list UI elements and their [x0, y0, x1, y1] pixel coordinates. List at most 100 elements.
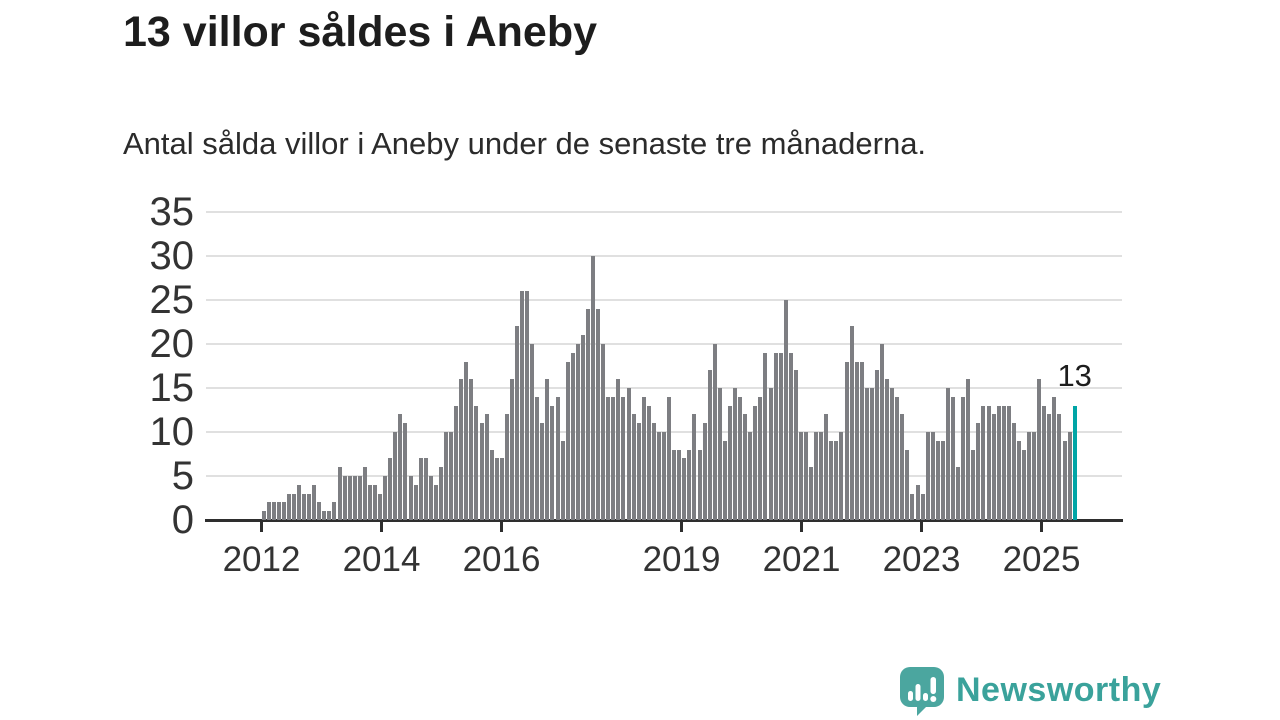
bar	[383, 476, 388, 520]
bar	[479, 423, 484, 520]
newsworthy-logo: Newsworthy	[897, 664, 1161, 716]
bar	[626, 388, 631, 520]
grid-line	[206, 211, 1122, 213]
bar	[981, 405, 986, 520]
bar	[535, 396, 540, 520]
x-tick-label: 2014	[342, 540, 421, 579]
bar	[1006, 405, 1011, 520]
bar	[991, 414, 996, 520]
bar	[601, 344, 606, 520]
bar	[915, 484, 920, 520]
x-tick-label: 2016	[462, 540, 541, 579]
bar	[783, 300, 788, 520]
bar	[631, 414, 636, 520]
bar	[743, 414, 748, 520]
bar	[803, 432, 808, 520]
bar	[525, 291, 530, 520]
x-axis-tick	[260, 522, 263, 532]
bar	[296, 484, 301, 520]
bar	[418, 458, 423, 520]
bar	[733, 388, 737, 520]
x-axis-tick	[920, 522, 923, 532]
bar	[768, 388, 773, 520]
bar	[327, 511, 332, 520]
bar	[641, 396, 646, 520]
x-tick-label: 2025	[1002, 540, 1081, 579]
bar	[1057, 414, 1062, 520]
bar	[1022, 449, 1026, 520]
bar	[814, 432, 819, 520]
bar	[895, 396, 900, 520]
bar	[520, 291, 525, 520]
x-tick-label: 2012	[222, 540, 301, 579]
x-tick-label: 2023	[882, 540, 961, 579]
bar	[337, 467, 342, 520]
bar	[1037, 379, 1042, 520]
y-tick-label: 25	[149, 278, 195, 322]
x-axis-tick	[1040, 522, 1043, 532]
grid-line	[206, 255, 1122, 257]
bar	[352, 476, 357, 520]
bar	[266, 502, 271, 520]
bar	[271, 502, 276, 520]
bar	[910, 493, 915, 520]
bar	[667, 396, 672, 520]
brand-name: Newsworthy	[956, 671, 1162, 709]
bar	[261, 511, 266, 520]
chart-subtitle: Antal sålda villor i Aneby under de sena…	[123, 126, 927, 161]
bar	[357, 476, 362, 520]
bar	[570, 352, 575, 520]
bar	[611, 396, 616, 520]
bar	[302, 493, 307, 520]
bar	[596, 308, 601, 520]
bar	[1052, 396, 1057, 520]
bar	[788, 352, 793, 520]
bar	[722, 440, 727, 520]
bar	[555, 396, 560, 520]
bar	[1062, 440, 1067, 520]
bar	[530, 344, 535, 520]
bar	[317, 502, 322, 520]
y-tick-label: 30	[149, 234, 195, 278]
bar	[291, 493, 296, 520]
bar	[651, 423, 656, 520]
bar	[545, 379, 550, 520]
grid-line	[206, 299, 1122, 301]
bar	[540, 423, 545, 520]
bar	[885, 379, 890, 520]
bar	[976, 423, 981, 520]
bar	[677, 449, 682, 520]
bar	[591, 256, 596, 520]
bar	[1047, 414, 1052, 520]
bar	[646, 405, 651, 520]
bar	[347, 476, 352, 520]
y-tick-label: 20	[149, 322, 195, 366]
bar	[636, 423, 641, 520]
bar	[727, 405, 732, 520]
bar	[880, 344, 885, 520]
bar	[874, 370, 879, 520]
bar	[824, 414, 829, 520]
y-tick-label: 5	[171, 454, 194, 498]
bar	[905, 449, 910, 520]
bar	[1027, 432, 1032, 520]
bar	[286, 493, 291, 520]
x-axis-tick	[800, 522, 803, 532]
bar	[312, 484, 317, 520]
bar	[945, 388, 950, 520]
bar	[839, 432, 844, 520]
bar	[515, 326, 519, 520]
bar	[1067, 432, 1072, 520]
y-tick-label: 15	[149, 366, 195, 410]
bar	[809, 467, 814, 520]
bar	[403, 423, 408, 520]
bar	[408, 476, 413, 520]
bar	[864, 388, 869, 520]
bar	[692, 414, 697, 520]
bar	[717, 388, 722, 520]
bar	[930, 432, 935, 520]
bar	[444, 432, 449, 520]
bar	[489, 449, 494, 520]
bar	[829, 440, 834, 520]
bar	[1011, 423, 1016, 520]
